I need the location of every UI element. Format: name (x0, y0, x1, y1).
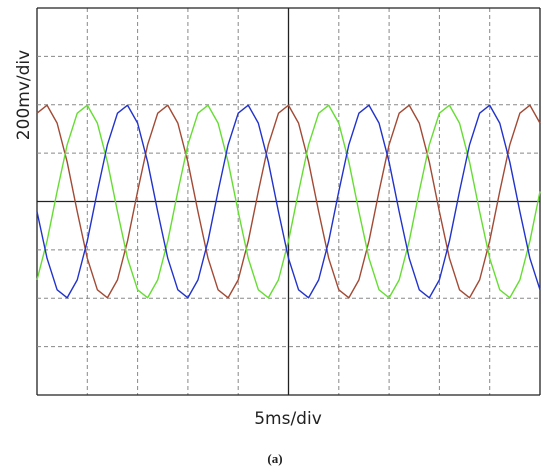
caption: (a) (267, 451, 282, 466)
y-axis-label: 200mv/div (14, 50, 34, 140)
waveform (36, 104, 541, 299)
x-axis-label: 5ms/div (254, 409, 322, 429)
waveform (36, 104, 541, 299)
waveform (36, 104, 541, 299)
